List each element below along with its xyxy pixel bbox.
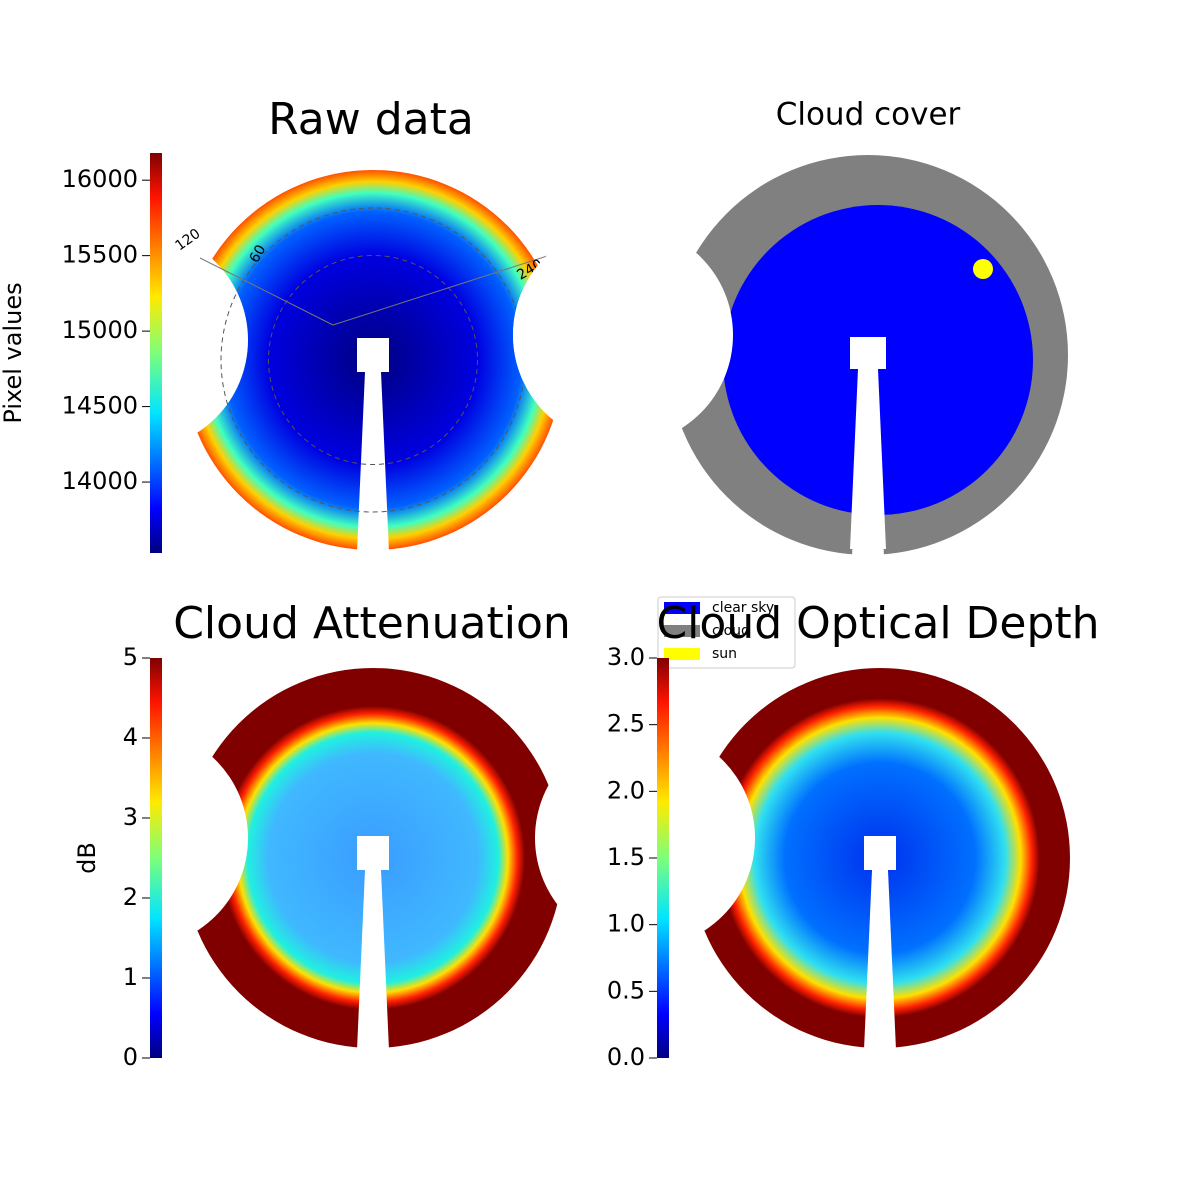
colorbar-tick-label: 0.5 <box>607 976 645 1004</box>
colorbar-tick-label: 3.0 <box>607 643 645 671</box>
colorbar-tick-label: 15500 <box>62 241 138 269</box>
panel-title: Cloud Attenuation <box>173 598 571 649</box>
polar-spoke <box>199 257 334 326</box>
occlusion <box>513 225 733 445</box>
colorbar-tick-label: 1.5 <box>607 843 645 871</box>
mast <box>357 338 389 552</box>
legend-swatch <box>664 602 700 614</box>
panel-title: Cloud Optical Depth <box>656 598 1099 649</box>
mast <box>864 836 896 1050</box>
colorbar-tick-label: 4 <box>123 723 138 751</box>
panel-title: Cloud cover <box>776 97 961 133</box>
colorbar-tick-label: 2 <box>123 883 138 911</box>
colorbar-tick-label: 0 <box>123 1043 138 1071</box>
panel-title: Raw data <box>268 94 474 145</box>
polar-grid <box>268 255 478 465</box>
colorbar-label: dB <box>73 842 101 874</box>
colorbar-tick-label: 2.0 <box>607 776 645 804</box>
colorbar-tick-label: 14000 <box>62 467 138 495</box>
colorbar-tick-label: 2.5 <box>607 710 645 738</box>
polar-spoke <box>332 247 573 326</box>
legend-label: cloud <box>712 623 750 639</box>
legend-swatch <box>664 648 700 660</box>
mast <box>850 337 886 549</box>
colorbar-label: Pixel values <box>0 282 27 423</box>
sun-region <box>973 259 993 279</box>
colorbar <box>150 153 162 553</box>
colorbar-tick-label: 14500 <box>62 392 138 420</box>
colorbar-tick-label: 5 <box>123 643 138 671</box>
legend-label: sun <box>712 646 737 662</box>
colorbar-tick-label: 15000 <box>62 316 138 344</box>
colorbar-tick-label: 16000 <box>62 165 138 193</box>
polar-label: 60 <box>247 242 270 265</box>
occlusion <box>28 230 248 450</box>
colorbar-tick-label: 1 <box>123 963 138 991</box>
legend-label: clear sky <box>712 600 774 616</box>
occlusion <box>28 728 248 948</box>
colorbar-tick-label: 0.0 <box>607 1043 645 1071</box>
colorbar <box>657 658 669 1058</box>
occlusion <box>535 728 755 948</box>
colorbar-tick-label: 1.0 <box>607 910 645 938</box>
colorbar <box>150 658 162 1058</box>
colorbar-tick-label: 3 <box>123 803 138 831</box>
mast <box>357 836 389 1050</box>
legend-swatch <box>664 625 700 637</box>
